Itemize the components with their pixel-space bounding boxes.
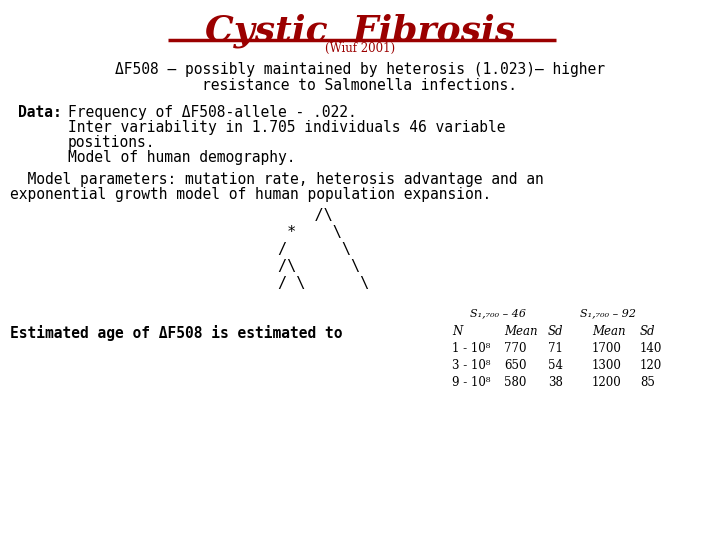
Text: /\: /\ [278,208,333,223]
Text: 1200: 1200 [592,376,622,389]
Text: Mean: Mean [592,325,626,338]
Text: 9 - 10⁸: 9 - 10⁸ [452,376,490,389]
Text: 120: 120 [640,359,662,372]
Text: resistance to Salmonella infections.: resistance to Salmonella infections. [202,78,518,93]
Text: Estimated age of ΔF508 is estimated to: Estimated age of ΔF508 is estimated to [10,325,343,341]
Text: Model of human demography.: Model of human demography. [68,150,295,165]
Text: 38: 38 [548,376,563,389]
Text: /      \: / \ [278,242,351,257]
Text: 140: 140 [640,342,662,355]
Text: S₁,₇₀₀ – 46: S₁,₇₀₀ – 46 [470,308,526,318]
Text: Mean: Mean [504,325,538,338]
Text: 85: 85 [640,376,655,389]
Text: /\      \: /\ \ [278,259,360,274]
Text: Inter variability in 1.705 individuals 46 variable: Inter variability in 1.705 individuals 4… [68,120,505,135]
Text: 1 - 10⁸: 1 - 10⁸ [452,342,490,355]
Text: *    \: * \ [278,225,342,240]
Text: Sd: Sd [640,325,655,338]
Text: Data:: Data: [18,105,62,120]
Text: (Wiuf 2001): (Wiuf 2001) [325,42,395,55]
Text: exponential growth model of human population expansion.: exponential growth model of human popula… [10,187,491,202]
Text: 650: 650 [504,359,526,372]
Text: ΔF508 – possibly maintained by heterosis (1.023)– higher: ΔF508 – possibly maintained by heterosis… [115,62,605,77]
Text: 3 - 10⁸: 3 - 10⁸ [452,359,490,372]
Text: Cystic  Fibrosis: Cystic Fibrosis [205,14,515,49]
Text: 580: 580 [504,376,526,389]
Text: 71: 71 [548,342,563,355]
Text: / \      \: / \ \ [278,276,369,291]
Text: 770: 770 [504,342,526,355]
Text: Frequency of ΔF508-allele - .022.: Frequency of ΔF508-allele - .022. [68,105,356,120]
Text: 1700: 1700 [592,342,622,355]
Text: 1300: 1300 [592,359,622,372]
Text: 54: 54 [548,359,563,372]
Text: positions.: positions. [68,135,156,150]
Text: S₁,₇₀₀ – 92: S₁,₇₀₀ – 92 [580,308,636,318]
Text: Sd: Sd [548,325,564,338]
Text: Model parameters: mutation rate, heterosis advantage and an: Model parameters: mutation rate, heteros… [10,172,544,187]
Text: N: N [452,325,462,338]
